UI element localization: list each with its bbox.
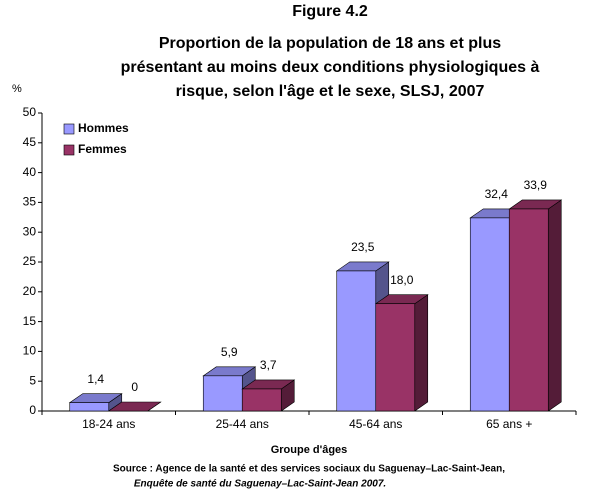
bar-side — [414, 294, 429, 412]
source: Enquête de santé du Saguenay–Lac-Saint-J… — [134, 479, 386, 490]
chart-subtitle: Proportion de la population de 18 ans et… — [159, 35, 501, 52]
chart-subtitle: présentant au moins deux conditions phys… — [121, 59, 540, 76]
bar-side — [547, 199, 562, 412]
y-tick-label: 30 — [23, 224, 37, 238]
bar-front — [375, 303, 416, 412]
data-label: 5,9 — [221, 345, 238, 359]
bar — [508, 199, 563, 412]
bar-front — [241, 388, 282, 412]
chart-title: Figure 4.2 — [292, 3, 368, 20]
data-label: 0 — [131, 380, 138, 394]
x-axis-label: Groupe d'âges — [271, 444, 348, 456]
bar-top — [107, 401, 162, 412]
y-tick-label: 45 — [23, 135, 37, 149]
bar — [107, 401, 162, 412]
source: Source : Agence de la santé et des servi… — [113, 464, 505, 475]
y-tick-label: 25 — [23, 254, 37, 268]
y-tick-label: 0 — [29, 403, 36, 417]
bar — [374, 294, 429, 412]
x-tick-label: 45-64 ans — [349, 417, 402, 431]
y-axis-label: % — [12, 83, 22, 95]
y-tick-label: 50 — [23, 105, 37, 119]
bar — [68, 393, 123, 412]
data-label: 1,4 — [87, 372, 104, 386]
y-tick-label: 5 — [29, 373, 36, 387]
bar-front — [469, 217, 510, 412]
x-tick-label: 65 ans + — [486, 417, 532, 431]
legend-label: Femmes — [78, 142, 127, 156]
y-tick-label: 35 — [23, 195, 37, 209]
y-tick-label: 15 — [23, 314, 37, 328]
y-tick-label: 10 — [23, 344, 37, 358]
bar-front — [69, 402, 110, 412]
x-tick-label: 18-24 ans — [82, 417, 135, 431]
data-label: 18,0 — [390, 273, 414, 287]
bar-front — [336, 270, 377, 412]
y-tick-label: 20 — [23, 284, 37, 298]
data-label: 32,4 — [485, 187, 509, 201]
legend-label: Hommes — [78, 121, 129, 135]
data-label: 3,7 — [260, 358, 277, 372]
y-tick-label: 40 — [23, 165, 37, 179]
x-tick-label: 25-44 ans — [216, 417, 269, 431]
chart-subtitle: risque, selon l'âge et le sexe, SLSJ, 20… — [176, 83, 485, 100]
legend-swatch — [63, 123, 75, 135]
data-label: 23,5 — [351, 240, 375, 254]
bar-front — [202, 375, 243, 412]
bar-front — [508, 208, 549, 412]
data-label: 33,9 — [524, 178, 548, 192]
legend-swatch — [63, 144, 75, 156]
bar — [241, 379, 296, 412]
